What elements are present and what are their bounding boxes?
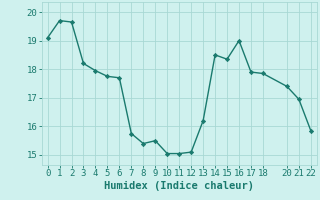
X-axis label: Humidex (Indice chaleur): Humidex (Indice chaleur) [104,181,254,191]
